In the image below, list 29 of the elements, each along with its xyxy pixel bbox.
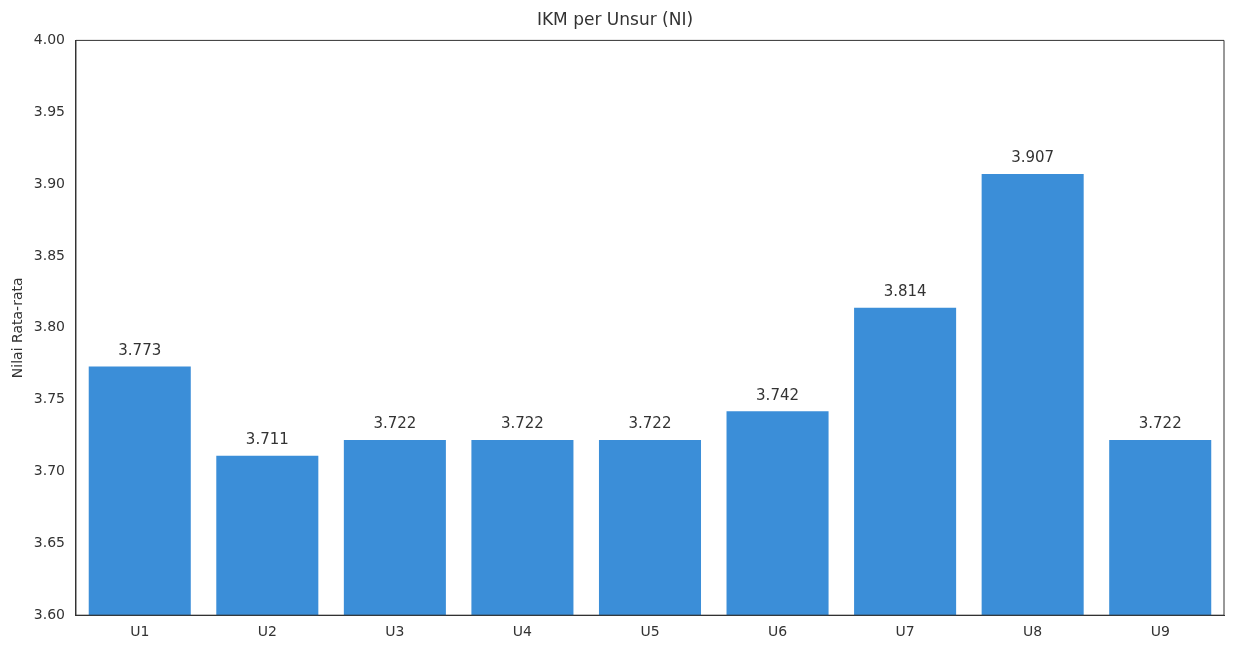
x-tick-label: U5 xyxy=(640,623,660,640)
x-tick-label: U3 xyxy=(385,623,405,640)
x-tick-label: U1 xyxy=(130,623,150,640)
y-tick-label: 3.90 xyxy=(33,174,65,191)
x-tick-label: U6 xyxy=(767,623,788,640)
y-tick-label: 3.70 xyxy=(33,462,65,479)
data-label: 3.711 xyxy=(245,430,289,449)
x-tick-label: U2 xyxy=(257,623,277,640)
data-label: 3.722 xyxy=(1138,414,1182,433)
data-label: 3.742 xyxy=(756,385,800,404)
data-label: 3.907 xyxy=(1011,148,1055,167)
chart-title: IKM per Unsur (NI) xyxy=(536,8,694,29)
x-tick-label: U7 xyxy=(895,623,915,640)
x-tick-label: U9 xyxy=(1150,623,1170,640)
y-tick-label: 3.65 xyxy=(33,533,65,550)
data-label: 3.773 xyxy=(118,340,162,359)
y-tick-label: 3.80 xyxy=(33,318,65,335)
data-label: 3.722 xyxy=(373,414,417,433)
data-label: 3.722 xyxy=(628,414,672,433)
x-tick-label: U4 xyxy=(512,623,533,640)
x-tick-label: U8 xyxy=(1023,623,1043,640)
y-tick-label: 3.95 xyxy=(33,102,65,119)
y-tick-label: 4.00 xyxy=(33,31,65,48)
data-label: 3.722 xyxy=(500,414,544,433)
y-axis-title: Nilai Rata-rata xyxy=(9,277,26,379)
y-tick-label: 3.60 xyxy=(33,605,65,622)
y-tick-label: 3.85 xyxy=(33,246,65,263)
data-label: 3.814 xyxy=(883,282,927,301)
y-tick-label: 3.75 xyxy=(33,390,65,407)
